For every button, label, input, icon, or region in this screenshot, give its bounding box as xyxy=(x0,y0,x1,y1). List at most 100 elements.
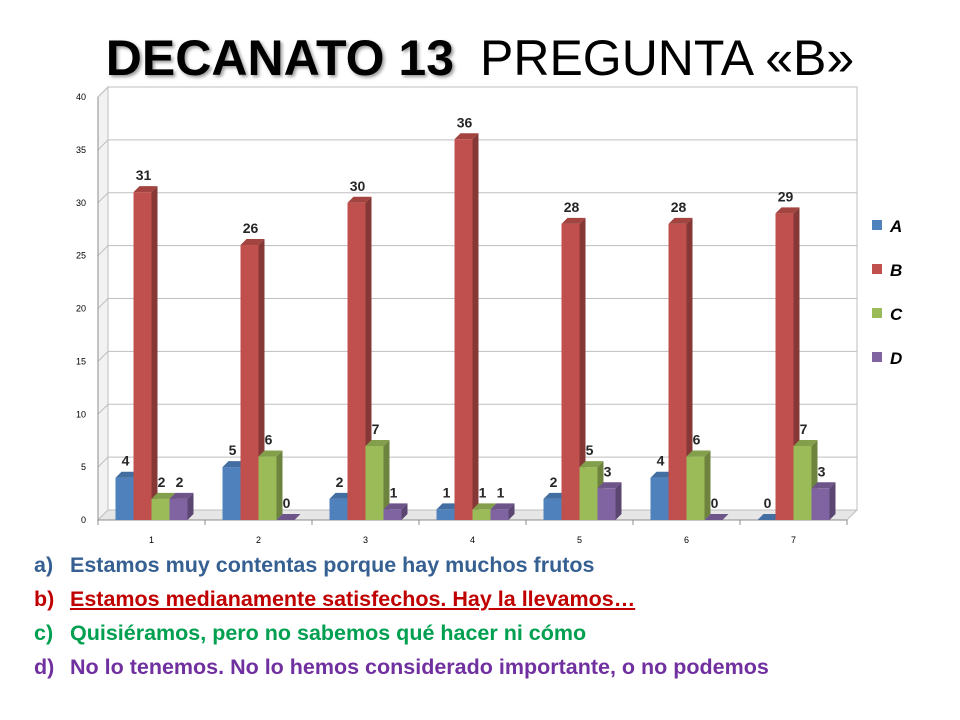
data-label: 31 xyxy=(136,167,152,183)
gridline xyxy=(97,350,857,362)
x-tick-label: 3 xyxy=(363,535,368,545)
bar-d xyxy=(490,509,509,520)
data-label: 5 xyxy=(229,442,237,458)
bar-top-c xyxy=(365,439,390,446)
bar-top-c xyxy=(258,450,283,457)
bar-a xyxy=(329,498,348,520)
bar-top-b xyxy=(775,207,800,214)
data-label: 0 xyxy=(711,495,719,511)
data-label: 26 xyxy=(243,220,259,236)
bar-side-b xyxy=(258,239,265,521)
data-label: 1 xyxy=(497,484,505,500)
bar-top-c xyxy=(151,492,176,499)
bar-a xyxy=(115,477,134,520)
title-light: PREGUNTA «B» xyxy=(480,30,855,86)
y-tick-label: 10 xyxy=(76,409,86,419)
y-tick-label: 40 xyxy=(76,92,86,102)
bar-side-b xyxy=(365,196,372,520)
bar-b xyxy=(133,192,152,521)
gridline xyxy=(97,403,857,415)
legend-label-b: B xyxy=(890,261,902,280)
bar-top-b xyxy=(454,133,479,140)
x-tick-label: 5 xyxy=(577,535,582,545)
bar-top-c xyxy=(579,461,604,468)
gridline xyxy=(97,298,857,309)
answer-text: Quisiéramos, pero no sabemos qué hacer n… xyxy=(70,621,587,645)
bar-c xyxy=(472,509,491,520)
page-title: DECANATO 13 PREGUNTA «B» xyxy=(0,26,960,90)
bar-a xyxy=(543,498,562,520)
bar-side-b xyxy=(686,217,693,520)
data-label: 30 xyxy=(350,178,366,194)
data-label: 6 xyxy=(693,432,701,448)
bar-b xyxy=(561,223,580,520)
bar-top-d xyxy=(704,514,729,520)
bar-side-c xyxy=(383,439,390,520)
bar-top-d xyxy=(597,482,622,489)
bar-side-d xyxy=(829,482,836,520)
bar-d xyxy=(597,488,616,520)
data-label: 6 xyxy=(265,432,273,448)
gridline xyxy=(97,456,857,468)
answer-b: b) Estamos medianamente satisfechos. Hay … xyxy=(34,582,934,616)
legend-swatch-d xyxy=(872,352,882,362)
x-tick-label: 4 xyxy=(470,535,475,545)
bar-side-b xyxy=(151,186,158,521)
bar-side-d xyxy=(401,503,408,520)
data-label: 1 xyxy=(390,484,398,500)
data-label: 0 xyxy=(764,495,772,511)
bar-top-d xyxy=(383,503,408,510)
data-label: 3 xyxy=(604,463,612,479)
y-tick-label: 35 xyxy=(76,145,86,155)
bar-a xyxy=(436,509,455,520)
y-tick-label: 15 xyxy=(76,356,86,366)
data-label: 29 xyxy=(778,188,794,204)
data-label: 5 xyxy=(586,442,594,458)
x-tick-label: 7 xyxy=(791,535,796,545)
gridline xyxy=(97,245,857,256)
bar-b xyxy=(668,223,687,520)
data-label: 1 xyxy=(479,484,487,500)
bar-side-c xyxy=(276,450,283,520)
data-label: 2 xyxy=(158,474,166,490)
answer-d: d) No lo tenemos. No lo hemos considerado… xyxy=(34,650,934,684)
bar-side-d xyxy=(187,492,194,520)
bar-c xyxy=(579,467,598,520)
gridline xyxy=(97,86,857,98)
title-bold: DECANATO 13 xyxy=(105,30,454,86)
data-label: 7 xyxy=(372,421,380,437)
y-tick-label: 30 xyxy=(76,198,86,208)
bar-c xyxy=(686,456,705,520)
gridline xyxy=(97,139,857,151)
legend-label-d: D xyxy=(890,349,902,368)
bar-top-b xyxy=(240,239,265,246)
data-label: 4 xyxy=(122,453,130,469)
data-label: 7 xyxy=(800,421,808,437)
bar-side-c xyxy=(704,450,711,520)
data-label: 4 xyxy=(657,453,665,469)
answer-letter: a) xyxy=(34,553,54,577)
bar-a xyxy=(650,477,669,520)
data-label: 36 xyxy=(457,114,473,130)
bar-d xyxy=(169,498,188,520)
answer-text: Estamos medianamente satisfechos. Hay la… xyxy=(70,587,636,611)
gridline xyxy=(97,192,857,204)
y-tick-label: 5 xyxy=(81,462,86,472)
bar-top-b xyxy=(561,217,586,224)
bar-side-b xyxy=(579,217,586,520)
bar-c xyxy=(365,445,384,520)
answer-a: a) Estamos muy contentas porque hay mucho… xyxy=(34,548,934,582)
data-label: 28 xyxy=(671,199,687,215)
data-label: 2 xyxy=(176,474,184,490)
y-tick-label: 25 xyxy=(76,251,86,261)
bar-d xyxy=(383,509,402,520)
data-label: 0 xyxy=(283,495,291,511)
answer-letter: b) xyxy=(34,587,55,611)
legend-swatch-b xyxy=(872,264,882,274)
bar-side-b xyxy=(472,133,479,521)
data-label: 28 xyxy=(564,199,580,215)
bar-c xyxy=(258,456,277,520)
bar-b xyxy=(347,202,366,520)
y-tick-label: 0 xyxy=(81,515,86,525)
